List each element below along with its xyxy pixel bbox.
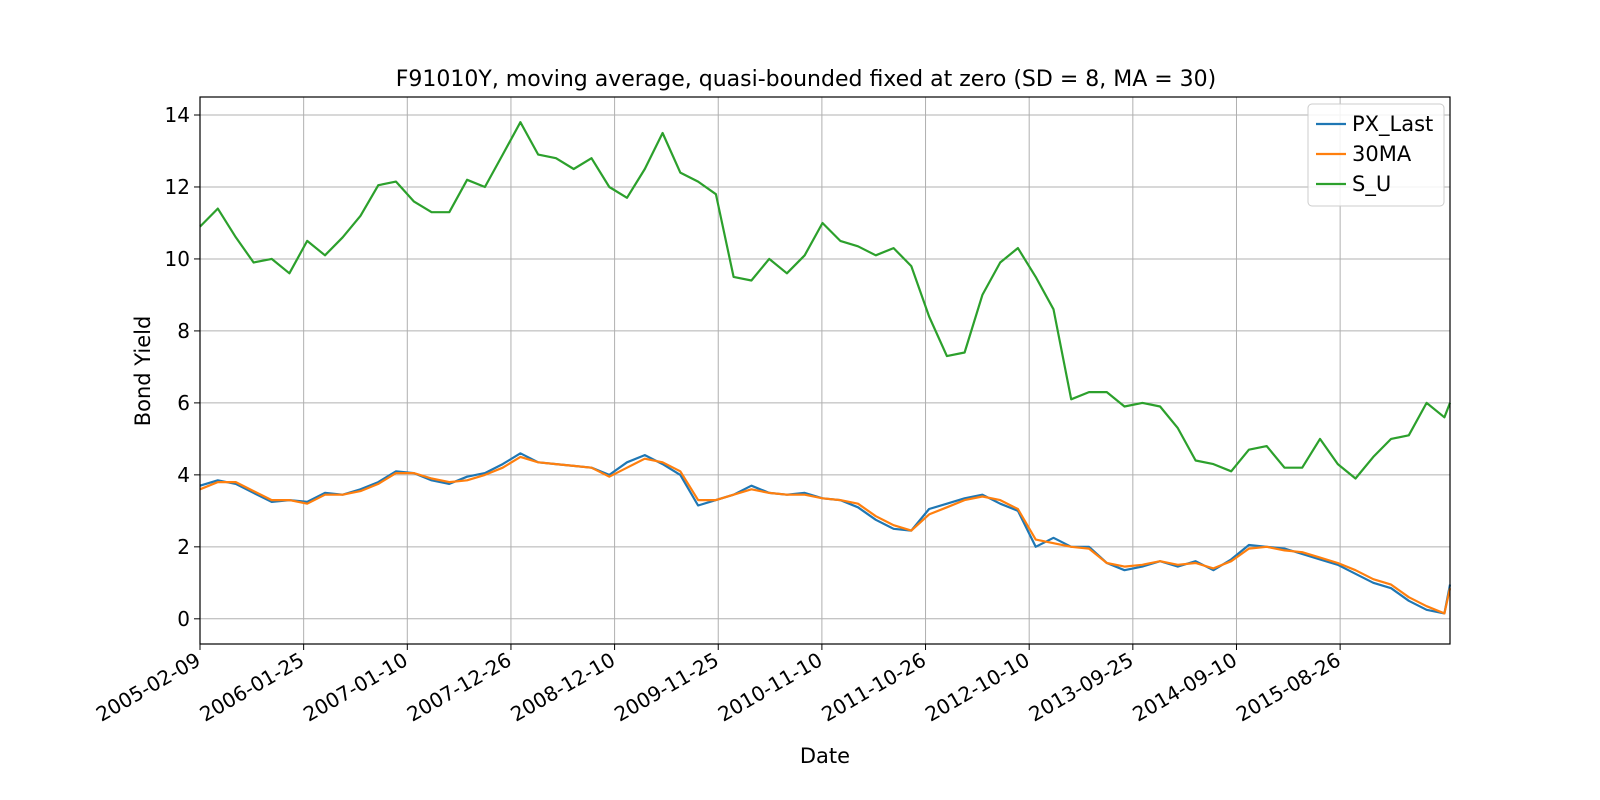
x-tick-label: 2007-01-10 (299, 648, 412, 727)
legend: PX_Last 30MA S_U (1307, 103, 1445, 207)
x-tick-label: 2007-12-26 (403, 648, 516, 727)
x-axis: 2005-02-092006-01-252007-01-102007-12-26… (92, 644, 1345, 726)
x-tick-label: 2010-11-10 (714, 648, 827, 727)
legend-label: S_U (1352, 172, 1391, 197)
chart-title: F91010Y, moving average, quasi-bounded f… (396, 67, 1217, 92)
series-lines (199, 121, 1452, 615)
plot-frame (199, 96, 1451, 645)
legend-label: PX_Last (1352, 112, 1433, 137)
series-line-30ma (199, 455, 1452, 615)
legend-label: 30MA (1352, 142, 1412, 166)
y-tick-label: 0 (177, 607, 190, 631)
y-tick-label: 12 (165, 175, 190, 199)
x-tick-label: 2013-09-25 (1025, 648, 1138, 727)
x-axis-label: Date (800, 744, 850, 768)
grid (199, 97, 1450, 644)
x-tick-label: 2015-08-26 (1232, 648, 1345, 727)
y-tick-label: 6 (177, 391, 190, 415)
x-tick-label: 2008-12-10 (506, 648, 619, 727)
series-line-s-u (199, 121, 1452, 480)
y-tick-label: 10 (165, 247, 190, 271)
y-tick-label: 2 (177, 535, 190, 559)
x-tick-label: 2014-09-10 (1128, 648, 1241, 727)
y-axis: 0 2 4 6 8 10 12 14 (165, 103, 200, 631)
x-tick-label: 2009-11-25 (610, 648, 723, 727)
y-tick-label: 8 (177, 319, 190, 343)
x-tick-label: 2011-10-26 (817, 648, 930, 727)
y-axis-label: Bond Yield (131, 316, 155, 427)
legend-box (1307, 103, 1445, 207)
y-tick-label: 14 (165, 103, 190, 127)
x-tick-label: 2012-10-10 (921, 648, 1034, 727)
y-tick-label: 4 (177, 463, 190, 487)
x-tick-label: 2005-02-09 (92, 648, 205, 727)
x-tick-label: 2006-01-25 (195, 648, 308, 727)
